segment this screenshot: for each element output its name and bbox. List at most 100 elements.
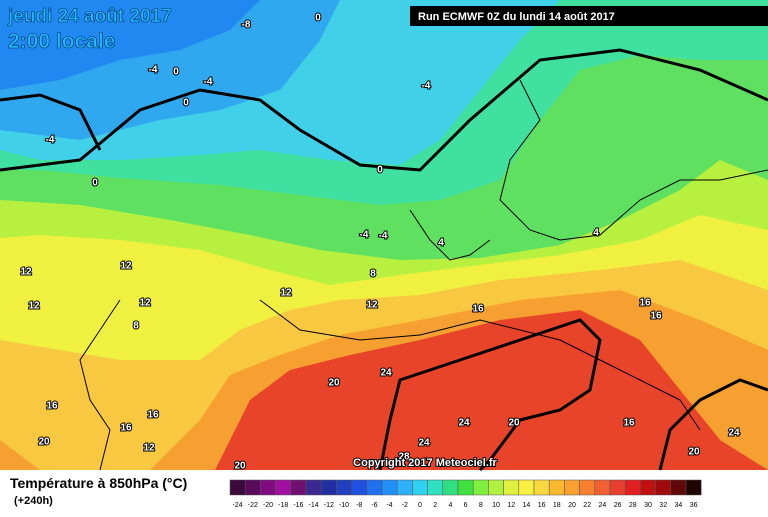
contour-label: 12 — [280, 288, 292, 299]
scale-label: -24 — [233, 502, 243, 509]
color-swatch — [396, 479, 413, 496]
temperature-field — [0, 0, 768, 470]
scale-label: -2 — [402, 502, 408, 509]
scale-label: 36 — [690, 502, 698, 509]
scale-label: 6 — [464, 502, 468, 509]
contour-label: 20 — [508, 418, 520, 429]
color-swatch — [564, 479, 580, 496]
scale-label: 22 — [583, 502, 591, 509]
contour-label: 0 — [92, 178, 98, 189]
contour-label: 20 — [38, 437, 50, 448]
scale-label: -6 — [371, 502, 377, 509]
contour-label: 0 — [173, 67, 179, 78]
scale-label: 8 — [479, 502, 483, 509]
color-swatch — [685, 479, 702, 496]
contour-label: 20 — [328, 378, 340, 389]
color-swatch — [442, 479, 459, 496]
scale-label: -8 — [356, 502, 362, 509]
contour-label: 24 — [458, 418, 470, 429]
color-swatch — [609, 479, 626, 496]
scale-label: -12 — [324, 502, 334, 509]
scale-label: 34 — [675, 502, 683, 509]
contour-label: 28 — [398, 452, 410, 463]
run-info: Run ECMWF 0Z du lundi 14 août 2017 — [418, 11, 615, 23]
contour-label: 20 — [688, 447, 700, 458]
contour-label: 16 — [650, 311, 662, 322]
scale-label: 4 — [448, 502, 452, 509]
color-swatch — [518, 479, 535, 496]
scale-label: -18 — [278, 502, 288, 509]
color-swatch — [579, 479, 596, 496]
contour-label: 24 — [380, 368, 392, 379]
contour-label: -4 — [360, 230, 369, 241]
contour-label: 16 — [639, 298, 651, 309]
scale-label: 30 — [644, 502, 652, 509]
contour-label: 24 — [728, 428, 740, 439]
scale-label: -22 — [248, 502, 258, 509]
contour-label: 4 — [593, 228, 599, 239]
map-date: jeudi 24 août 2017 — [7, 6, 172, 27]
legend-title: Température à 850hPa (°C) — [10, 475, 187, 491]
color-swatch — [229, 479, 246, 496]
scale-label: 28 — [629, 502, 637, 509]
contour-label: 16 — [623, 418, 635, 429]
color-swatch — [275, 479, 292, 496]
contour-label: 12 — [143, 443, 155, 454]
map-time: 2:00 locale — [8, 30, 115, 53]
color-swatch — [366, 479, 383, 496]
isotherms — [0, 48, 768, 472]
scale-label: 32 — [659, 502, 667, 509]
contour-label: 16 — [46, 401, 58, 412]
color-swatch — [624, 479, 641, 496]
scale-label: 0 — [418, 502, 422, 509]
contour-label: 0 — [183, 98, 189, 109]
contour-label: 12 — [366, 300, 378, 311]
scale-label: -14 — [309, 502, 319, 509]
color-swatch — [457, 479, 474, 496]
color-swatch — [488, 479, 504, 496]
scale-label: -16 — [293, 502, 303, 509]
contour-label: -4 — [379, 231, 388, 242]
color-swatch — [640, 479, 656, 496]
scale-label: 12 — [507, 502, 515, 509]
contour-labels: -8 0 -4 0 -4 0 -4 -4 0 0 -4 -4 4 4 12 12 12 12 8 12 12 8 16 16 1… — [19, 12, 741, 473]
color-swatch — [381, 479, 398, 496]
contour-label: -4 — [46, 135, 55, 146]
scale-label: -20 — [263, 502, 273, 509]
contour-label: -8 — [242, 20, 251, 31]
contour-label: 8 — [370, 269, 376, 280]
contour-label: 20 — [234, 461, 246, 472]
contour-label: 12 — [20, 267, 32, 278]
contour-label: -4 — [149, 65, 158, 76]
color-scale: -24 -22 -20 -18 -16 -14 -12 -10 -8 -6 -4 -2 0 2 4 6 8 10 1… — [229, 479, 702, 509]
color-swatch — [320, 479, 337, 496]
scale-label: 18 — [553, 502, 561, 509]
scale-label: -10 — [339, 502, 349, 509]
color-swatch — [670, 479, 687, 496]
contour-label: 12 — [120, 261, 132, 272]
color-swatch — [503, 479, 520, 496]
scale-label: 26 — [614, 502, 622, 509]
contour-label: 12 — [139, 298, 151, 309]
color-swatch — [412, 479, 428, 496]
contour-label: 12 — [28, 301, 40, 312]
scale-label: 14 — [523, 502, 531, 509]
contour-label: 4 — [438, 238, 444, 249]
color-swatch — [655, 479, 672, 496]
color-swatch — [290, 479, 307, 496]
coastlines — [79, 79, 768, 471]
band-dark-blue — [0, 0, 260, 90]
run-box — [410, 6, 768, 26]
contour-label: 8 — [133, 321, 139, 332]
color-swatch — [533, 479, 550, 496]
contour-label: 24 — [418, 438, 430, 449]
contour-label: 0 — [315, 13, 321, 24]
contour-label: 16 — [147, 410, 159, 421]
contour-label: -4 — [422, 81, 431, 92]
legend-subtitle: (+240h) — [14, 495, 53, 507]
scale-label: 2 — [433, 502, 437, 509]
color-swatch — [351, 479, 368, 496]
scale-label: 20 — [568, 502, 576, 509]
